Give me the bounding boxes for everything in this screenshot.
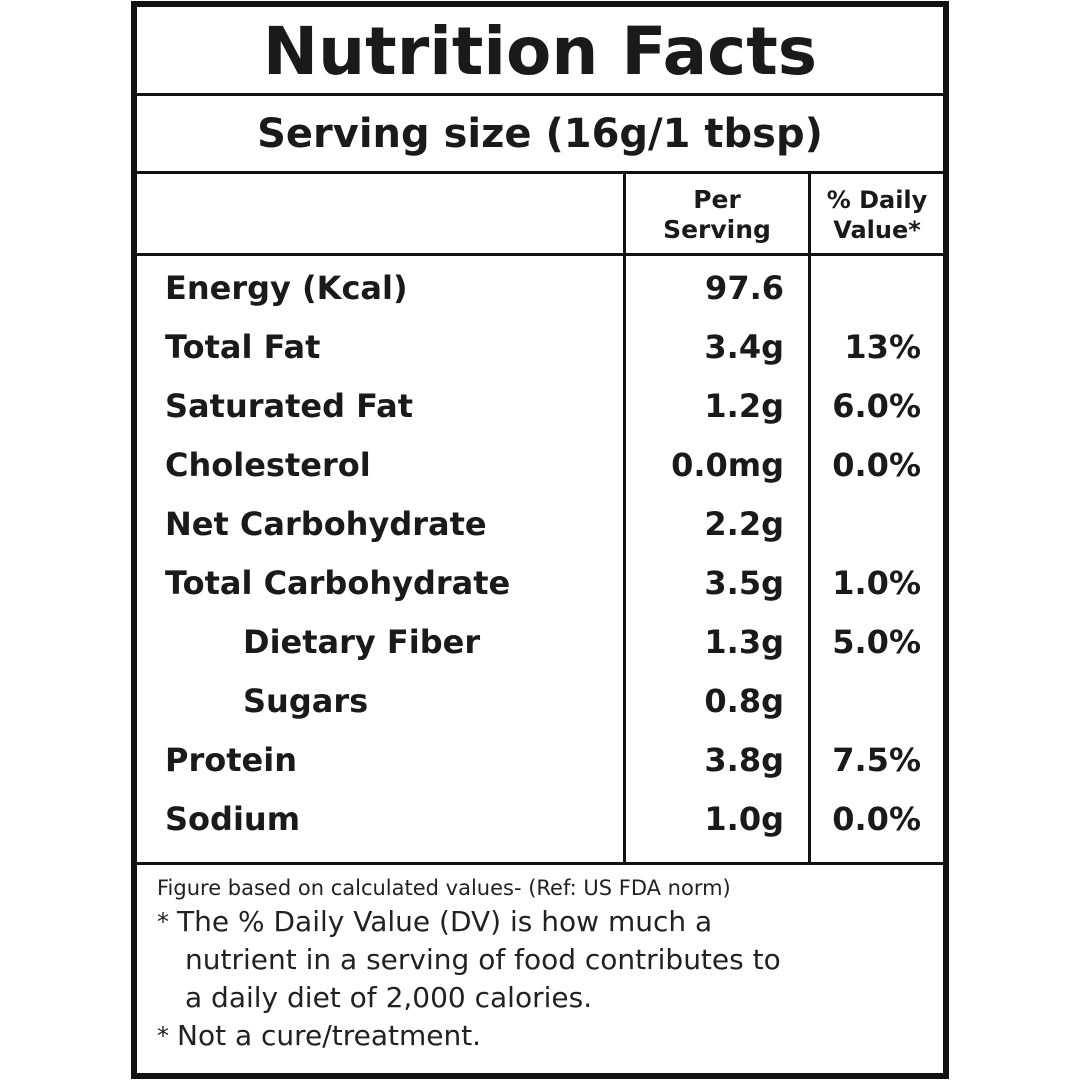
- serving-size-section: Serving size (16g/1 tbsp): [137, 96, 943, 174]
- nutrient-row-sugars: Sugars 0.8g: [137, 672, 943, 731]
- nutrient-row-cholesterol: Cholesterol 0.0mg 0.0%: [137, 436, 943, 495]
- footer-divider: [137, 862, 943, 865]
- disclaimer-footnote: * Not a cure/treatment.: [157, 1017, 937, 1055]
- footnotes: Figure based on calculated values- (Ref:…: [157, 873, 937, 1055]
- column-divider-amount: [623, 174, 626, 864]
- nutrient-daily-value: 1.0%: [832, 564, 921, 602]
- nutrition-facts-label: Nutrition Facts Serving size (16g/1 tbsp…: [131, 1, 949, 1079]
- nutrient-daily-value: 0.0%: [832, 446, 921, 484]
- nutrient-name: Sugars: [243, 682, 369, 720]
- nutrient-amount: 3.8g: [704, 741, 784, 779]
- nutrient-row-energy: Energy (Kcal) 97.6: [137, 259, 943, 318]
- dv-note-line-3: a daily diet of 2,000 calories.: [185, 981, 593, 1014]
- nutrient-amount: 0.0mg: [671, 446, 784, 484]
- nutrient-row-protein: Protein 3.8g 7.5%: [137, 731, 943, 790]
- nutrient-name: Saturated Fat: [165, 387, 414, 425]
- nutrient-name: Energy (Kcal): [165, 269, 408, 307]
- dv-note-line-1: The % Daily Value (DV) is how much a: [177, 905, 713, 938]
- column-header-daily-value-line-1: % Daily: [826, 186, 928, 214]
- daily-value-footnote: * The % Daily Value (DV) is how much a n…: [157, 903, 937, 1017]
- nutrient-name: Net Carbohydrate: [165, 505, 487, 543]
- disclaimer-text: Not a cure/treatment.: [177, 1019, 482, 1052]
- nutrient-row-net-carbohydrate: Net Carbohydrate 2.2g: [137, 495, 943, 554]
- nutrient-daily-value: 13%: [844, 328, 921, 366]
- nutrient-row-total-fat: Total Fat 3.4g 13%: [137, 318, 943, 377]
- column-header-per-serving: Per Serving: [626, 177, 808, 253]
- nutrient-name: Dietary Fiber: [243, 623, 481, 661]
- asterisk: *: [157, 908, 169, 936]
- column-header-daily-value: % Daily Value*: [811, 177, 943, 253]
- nutrient-amount: 1.2g: [704, 387, 784, 425]
- nutrient-row-sodium: Sodium 1.0g 0.0%: [137, 790, 943, 849]
- nutrient-name: Total Carbohydrate: [165, 564, 511, 602]
- nutrient-name: Protein: [165, 741, 297, 779]
- nutrient-amount: 1.3g: [704, 623, 784, 661]
- header-divider: [137, 253, 943, 256]
- nutrient-row-total-carbohydrate: Total Carbohydrate 3.5g 1.0%: [137, 554, 943, 613]
- nutrient-row-dietary-fiber: Dietary Fiber 1.3g 5.0%: [137, 613, 943, 672]
- serving-size: Serving size (16g/1 tbsp): [257, 111, 823, 157]
- nutrient-daily-value: 0.0%: [832, 800, 921, 838]
- nutrient-amount: 3.5g: [704, 564, 784, 602]
- reference-note: Figure based on calculated values- (Ref:…: [157, 876, 731, 900]
- column-header-per-serving-line-1: Per: [693, 185, 741, 214]
- nutrient-amount: 3.4g: [704, 328, 784, 366]
- column-header-daily-value-line-2: Value*: [833, 216, 921, 244]
- column-divider-dv: [808, 174, 811, 864]
- nutrient-daily-value: 6.0%: [832, 387, 921, 425]
- nutrient-amount: 2.2g: [704, 505, 784, 543]
- dv-note-line-2: nutrient in a serving of food contribute…: [185, 943, 781, 976]
- title-section: Nutrition Facts: [137, 7, 943, 96]
- nutrient-daily-value: 5.0%: [832, 623, 921, 661]
- nutrient-amount: 1.0g: [704, 800, 784, 838]
- nutrient-amount: 97.6: [705, 269, 784, 307]
- asterisk: *: [157, 1022, 169, 1050]
- nutrient-name: Cholesterol: [165, 446, 371, 484]
- nutrient-row-saturated-fat: Saturated Fat 1.2g 6.0%: [137, 377, 943, 436]
- label-title: Nutrition Facts: [262, 13, 818, 90]
- nutrient-amount: 0.8g: [704, 682, 784, 720]
- nutrient-name: Sodium: [165, 800, 301, 838]
- nutrient-daily-value: 7.5%: [832, 741, 921, 779]
- nutrient-name: Total Fat: [165, 328, 321, 366]
- column-header-per-serving-line-2: Serving: [663, 215, 771, 244]
